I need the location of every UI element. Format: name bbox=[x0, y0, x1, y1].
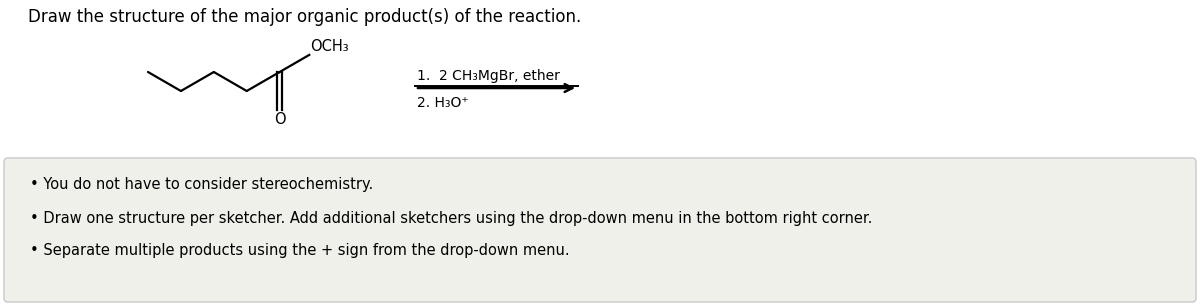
FancyBboxPatch shape bbox=[4, 158, 1196, 302]
Text: • Draw one structure per sketcher. Add additional sketchers using the drop-down : • Draw one structure per sketcher. Add a… bbox=[30, 211, 872, 226]
Text: OCH₃: OCH₃ bbox=[311, 39, 349, 54]
Text: 2. H₃O⁺: 2. H₃O⁺ bbox=[418, 96, 469, 110]
Text: 1.  2 CH₃MgBr, ether: 1. 2 CH₃MgBr, ether bbox=[418, 69, 560, 83]
Text: O: O bbox=[274, 112, 286, 127]
Text: • Separate multiple products using the + sign from the drop-down menu.: • Separate multiple products using the +… bbox=[30, 244, 570, 259]
Text: • You do not have to consider stereochemistry.: • You do not have to consider stereochem… bbox=[30, 177, 373, 192]
Text: Draw the structure of the major organic product(s) of the reaction.: Draw the structure of the major organic … bbox=[28, 8, 581, 26]
